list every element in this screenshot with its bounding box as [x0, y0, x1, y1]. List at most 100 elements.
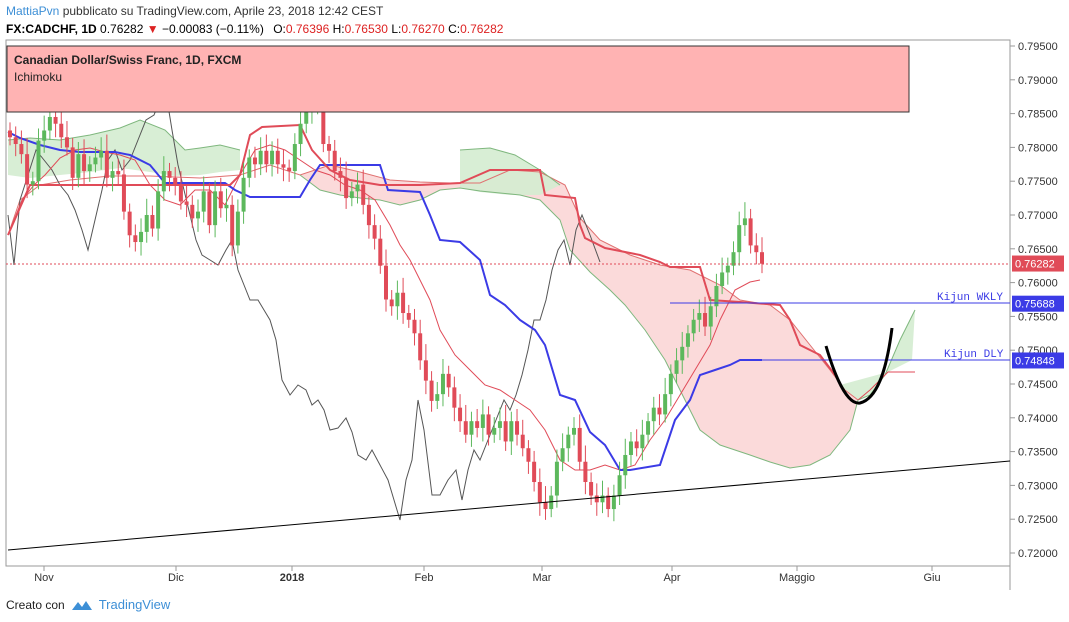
- info-box: [6, 45, 910, 113]
- candle-body: [731, 252, 736, 266]
- candle-body: [116, 171, 121, 175]
- candle-body: [99, 150, 104, 158]
- candle-body: [275, 150, 280, 165]
- candle-body: [594, 495, 599, 503]
- candles: [8, 81, 764, 522]
- candle-body: [64, 137, 69, 148]
- candle-body: [247, 157, 252, 178]
- candle-body: [184, 201, 189, 205]
- candle-body: [366, 204, 371, 226]
- x-tick-label: Maggio: [779, 572, 815, 584]
- symbol-header: FX:CADCHF, 1D 0.76282 ▼ −0.00083 (−0.11%…: [6, 22, 503, 36]
- candle-body: [526, 448, 531, 462]
- candle-body: [321, 96, 326, 145]
- candle-body: [30, 181, 35, 185]
- candle-body: [646, 421, 651, 435]
- chikou-span: [7, 91, 601, 521]
- author-name[interactable]: MattiaPvn: [6, 4, 60, 18]
- candle-body: [287, 167, 292, 172]
- y-tick-label: 0.72500: [1018, 514, 1058, 526]
- high-value: 0.76530: [344, 22, 388, 36]
- y-tick-label: 0.76000: [1018, 278, 1058, 290]
- info-box-indicator: Ichimoku: [14, 70, 62, 84]
- candle-body: [93, 157, 98, 165]
- y-tick-label: 0.78500: [1018, 109, 1058, 121]
- candle-body: [532, 461, 537, 483]
- kumo-cloud-bull-2: [460, 148, 560, 195]
- candle-body: [748, 218, 753, 246]
- candle-body: [663, 394, 668, 415]
- y-tick-label: 0.72000: [1018, 548, 1058, 560]
- candle-body: [549, 495, 554, 510]
- kijun-sen: [7, 131, 762, 471]
- candle-body: [292, 144, 297, 172]
- candle-body: [754, 245, 759, 253]
- candle-body: [332, 150, 337, 172]
- candle-body: [401, 292, 406, 314]
- candle-body: [583, 461, 588, 483]
- candle-body: [509, 421, 514, 442]
- candle-body: [8, 130, 12, 138]
- candle-body: [543, 502, 548, 510]
- candle-body: [708, 306, 713, 327]
- publish-info: MattiaPvn pubblicato su TradingView.com,…: [6, 4, 383, 18]
- candle-body: [59, 123, 64, 138]
- candle-body: [577, 427, 582, 462]
- candle-body: [264, 150, 269, 165]
- x-tick-label: Mar: [533, 572, 552, 584]
- candle-body: [634, 441, 639, 449]
- last-price: 0.76282: [100, 22, 144, 36]
- candle-body: [110, 171, 115, 178]
- candle-body: [611, 495, 616, 510]
- open-value: 0.76396: [285, 22, 330, 36]
- candle-body: [657, 407, 662, 415]
- low-value: 0.76270: [401, 22, 445, 36]
- candle-body: [446, 373, 451, 388]
- candle-body: [372, 225, 377, 239]
- candle-body: [412, 319, 417, 334]
- candle-body: [47, 116, 52, 131]
- candle-body: [737, 225, 742, 253]
- candle-body: [349, 191, 354, 199]
- candle-body: [685, 333, 690, 347]
- candle-body: [623, 454, 628, 476]
- candle-body: [344, 177, 349, 199]
- candle-body: [674, 360, 679, 374]
- candle-body: [87, 164, 92, 172]
- candle-body: [406, 313, 411, 320]
- y-tick-label: 0.73000: [1018, 480, 1058, 492]
- price-label: 0.75688: [1015, 299, 1055, 311]
- candle-body: [560, 448, 565, 462]
- info-box-title: Canadian Dollar/Swiss Franc, 1D, FXCM: [14, 53, 241, 67]
- candle-body: [327, 144, 332, 151]
- candle-body: [133, 235, 138, 243]
- candle-body: [235, 211, 240, 246]
- price-label-box: [1012, 295, 1064, 312]
- candle-body: [497, 421, 502, 428]
- tradingview-brand[interactable]: TradingView: [98, 597, 171, 612]
- candle-body: [463, 421, 468, 435]
- candle-body: [486, 414, 491, 435]
- candle-body: [224, 204, 229, 209]
- candle-body: [127, 211, 132, 236]
- candle-body: [651, 407, 656, 422]
- candle-body: [395, 292, 400, 307]
- candle-body: [19, 144, 24, 155]
- candle-body: [714, 285, 719, 307]
- candle-body: [161, 171, 166, 192]
- created-with-label: Creato con: [6, 597, 65, 612]
- cup-projection-curve: [824, 327, 894, 405]
- candle-body: [725, 265, 730, 273]
- candle-body: [680, 346, 685, 361]
- candle-body: [218, 191, 223, 209]
- x-tick-label: 2018: [280, 572, 304, 584]
- candle-body: [82, 154, 87, 172]
- candle-body: [361, 184, 366, 205]
- y-tick-label: 0.78000: [1018, 142, 1058, 154]
- tradingview-logo-icon: [71, 600, 92, 610]
- candle-body: [435, 394, 440, 401]
- candle-body: [139, 231, 144, 243]
- candle-body: [207, 191, 212, 226]
- price-change: −0.00083 (−0.11%): [161, 22, 264, 36]
